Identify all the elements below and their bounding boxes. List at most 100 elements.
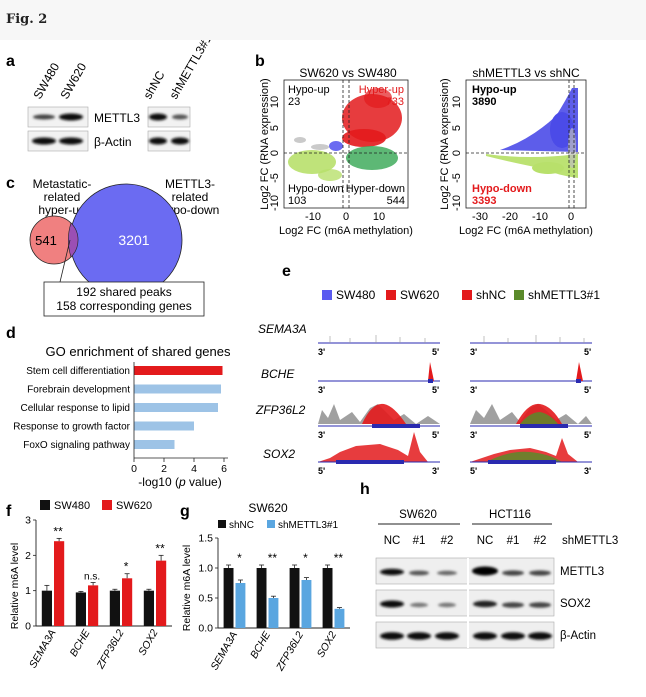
venn-callout-line bbox=[59, 239, 71, 283]
legend-label-sw620: SW620 bbox=[400, 288, 440, 302]
track-gene-sema3a: SEMA3A bbox=[258, 322, 307, 336]
track-end-bche-r-left: 3' bbox=[470, 385, 477, 395]
panel-g-bar: SW620 shNC shMETTL3#1 Relative m6A level… bbox=[181, 501, 350, 674]
scatter-right-xtick: -30 bbox=[472, 211, 488, 223]
chart-f-significance: ** bbox=[155, 541, 165, 555]
chart-f-category-label: ZFP36L2 bbox=[94, 627, 127, 671]
venn-right-label-2: related bbox=[172, 190, 209, 204]
band-h-sox2-nc-sw620 bbox=[380, 600, 404, 608]
track-end-bche-l-right: 5' bbox=[432, 385, 439, 395]
legend-label-sw480: SW480 bbox=[336, 288, 376, 302]
panel-letter-g: g bbox=[180, 503, 190, 520]
scatter-right-ytick: 10 bbox=[451, 96, 463, 108]
panel-letter-c: c bbox=[6, 175, 15, 192]
legend-f-label-sw480: SW480 bbox=[54, 500, 90, 512]
go-category-label: Stem cell differentiation bbox=[26, 366, 130, 377]
blot-h-sox2-frame bbox=[375, 589, 555, 617]
figure-title: Fig. 2 bbox=[6, 12, 48, 27]
sh-label: shMETTL3 bbox=[562, 535, 618, 547]
panel-letter-d: d bbox=[6, 325, 16, 342]
panel-letter-f: f bbox=[6, 503, 12, 520]
go-xtick-label: 0 bbox=[131, 463, 137, 475]
lane-label-shnc: shNC bbox=[140, 68, 167, 101]
scatter-left-points bbox=[288, 88, 402, 181]
scatter-left-xtick: 10 bbox=[373, 211, 385, 223]
track-row-sema3a bbox=[318, 335, 592, 344]
band-h-mettl3-nc-hct bbox=[472, 566, 498, 576]
protein-label-h-mettl3: METTL3 bbox=[560, 566, 604, 578]
track-end-zfp36l2-r-right: 5' bbox=[584, 430, 591, 440]
chart-g-ytick-label: 0.5 bbox=[198, 593, 213, 605]
chart-g-category-label: ZFP36L2 bbox=[274, 629, 307, 673]
chart-f-bar bbox=[122, 578, 133, 626]
go-category-label: Cellular response to lipid bbox=[20, 403, 130, 414]
band-h-mettl3-1-hct bbox=[502, 570, 524, 576]
legend-swatch-sw480 bbox=[322, 290, 332, 300]
chart-g-bar bbox=[235, 583, 246, 628]
chart-g-significance: * bbox=[237, 551, 242, 565]
chart-f-bar bbox=[54, 541, 65, 626]
panel-c-venn: Metastatic- related hyper-up METTL3- rel… bbox=[29, 177, 219, 317]
protein-label-a-actin: β-Actin bbox=[94, 135, 132, 149]
track-gene-sox2: SOX2 bbox=[263, 447, 295, 461]
venn-overlap bbox=[68, 222, 79, 258]
legend-g-swatch-shmettl3 bbox=[267, 520, 275, 528]
panel-b-scatter: SW620 vs SW480 shMETTL3 vs shNC Hypo-up … bbox=[259, 66, 593, 237]
blot-a-actin-left-frame bbox=[27, 130, 89, 152]
panel-h-western-blot: SW620 HCT116 NC #1 #2 NC #1 #2 shMETTL3 bbox=[375, 509, 618, 649]
scatter-left-hypo-down-n: 103 bbox=[288, 195, 306, 207]
chart-g-bar bbox=[322, 568, 333, 628]
scatter-right-title: shMETTL3 vs shNC bbox=[472, 66, 580, 80]
chart-g-ytick-label: 1.0 bbox=[198, 563, 213, 575]
scatter-left-title: SW620 vs SW480 bbox=[299, 66, 397, 80]
legend-swatch-shnc bbox=[462, 290, 472, 300]
track-end-sox2-r-left: 5' bbox=[470, 466, 477, 476]
scatter-right-xtick: -10 bbox=[532, 211, 548, 223]
venn-left-label-3: hyper-up bbox=[38, 203, 86, 217]
chart-f-bar bbox=[143, 590, 154, 626]
scatter-left-hyper-up: Hyper-up bbox=[359, 84, 404, 96]
go-bar bbox=[134, 403, 218, 412]
band-h-mettl3-nc-sw620 bbox=[380, 568, 404, 576]
blot-a-mettl3-right-frame bbox=[147, 106, 191, 128]
track-end-sox2-l-right: 3' bbox=[432, 466, 439, 476]
scatter-right-hypo-up: Hypo-up bbox=[472, 84, 517, 96]
track-end-zfp36l2-l-right: 5' bbox=[432, 430, 439, 440]
scatter-left-xlabel: Log2 FC (m6A methylation) bbox=[279, 225, 413, 237]
venn-left-only-count: 541 bbox=[35, 233, 57, 248]
blot-a-mettl3-left-frame bbox=[27, 106, 89, 128]
legend-g-label-shnc: shNC bbox=[229, 520, 254, 531]
go-bar bbox=[134, 384, 221, 394]
band-h-sox2-nc-hct bbox=[473, 600, 497, 608]
figure-header-bar: Fig. 2 bbox=[0, 0, 646, 40]
scatter-left-hypo-up-n: 23 bbox=[288, 96, 300, 108]
go-category-label: Forebrain development bbox=[27, 385, 130, 396]
venn-shared-genes: 158 corresponding genes bbox=[56, 299, 191, 313]
legend-g-label-shmettl3: shMETTL3#1 bbox=[278, 520, 338, 531]
band-a-mettl3-shmettl3 bbox=[172, 114, 188, 120]
band-a-actin-sw620 bbox=[59, 137, 83, 145]
band-h-sox2-1-hct bbox=[502, 602, 524, 608]
track-row-zfp36l2 bbox=[318, 403, 592, 428]
scatter-left-xtick: 0 bbox=[343, 211, 349, 223]
lane-h-nc-1: NC bbox=[384, 535, 401, 547]
protein-label-h-sox2: SOX2 bbox=[560, 598, 591, 610]
venn-shared-peaks: 192 shared peaks bbox=[76, 285, 171, 299]
venn-shared-box bbox=[43, 281, 205, 317]
chart-f-category-label: SOX2 bbox=[136, 627, 160, 657]
chart-f-category-label: BCHE bbox=[68, 627, 93, 659]
chart-g-title: SW620 bbox=[248, 501, 288, 515]
chart-g-ytick-label: 1.5 bbox=[198, 533, 213, 545]
panel-letter-e: e bbox=[282, 263, 291, 280]
go-xtick-label: 4 bbox=[191, 463, 197, 475]
venn-left-label-1: Metastatic- bbox=[33, 177, 92, 191]
band-h-sox2-2-hct bbox=[529, 602, 551, 608]
band-h-mettl3-1-sw620 bbox=[409, 570, 429, 576]
scatter-left-ytick: -5 bbox=[269, 173, 281, 183]
track-gene-bche: BCHE bbox=[261, 367, 295, 381]
go-category-label: Response to growth factor bbox=[13, 422, 130, 433]
chart-g-bar bbox=[268, 598, 279, 628]
chart-f-ytick-label: 1 bbox=[25, 585, 31, 597]
chart-f-ytick-label: 3 bbox=[25, 515, 31, 527]
band-h-actin-nc-hct bbox=[473, 632, 497, 640]
